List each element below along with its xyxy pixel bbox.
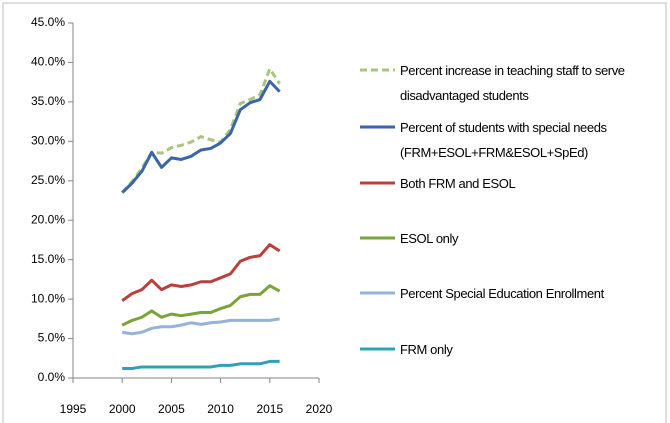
y-tick-label: 45.0%: [31, 15, 65, 29]
y-tick-label: 30.0%: [31, 134, 65, 148]
series-line: [121, 79, 281, 194]
legend-label: ESOL only: [400, 230, 459, 246]
y-tick-label: 35.0%: [31, 94, 65, 108]
y-tick-label: 10.0%: [31, 291, 65, 305]
y-tick-label: 40.0%: [31, 55, 65, 69]
y-tick-label: 20.0%: [31, 212, 65, 226]
y-tick-label: 5.0%: [38, 331, 66, 345]
series-line: [122, 359, 280, 371]
x-tick-label: 2000: [109, 402, 136, 416]
x-tick-label: 2020: [306, 402, 333, 416]
y-tick-label: 15.0%: [31, 252, 65, 266]
x-tick-label: 1995: [60, 402, 87, 416]
x-tick-label: 2015: [256, 402, 283, 416]
y-tick-label: 0.0%: [38, 370, 66, 384]
legend-label: FRM only: [400, 341, 453, 357]
legend-label: Percent increase in teaching staff to se…: [400, 62, 625, 103]
series-line: [121, 284, 281, 327]
legend-label: Percent Special Education Enrollment: [400, 285, 604, 301]
x-tick-label: 2005: [158, 402, 185, 416]
legend-label: Both FRM and ESOL: [400, 175, 516, 191]
x-tick-label: 2010: [207, 402, 234, 416]
y-tick-label: 25.0%: [31, 173, 65, 187]
series-line: [121, 67, 281, 194]
legend-label: Percent of students with special needs (…: [400, 119, 607, 160]
series-line: [121, 243, 281, 302]
series-line: [121, 317, 280, 336]
